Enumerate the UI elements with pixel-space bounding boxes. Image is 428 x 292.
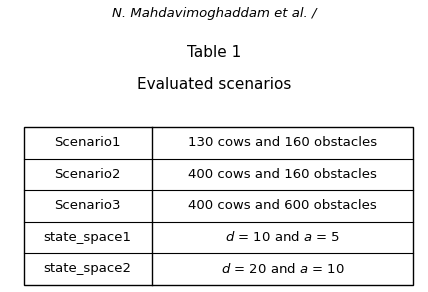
- Text: $d$ = 20 and $a$ = 10: $d$ = 20 and $a$ = 10: [220, 262, 345, 276]
- Text: Scenario3: Scenario3: [54, 199, 121, 212]
- Text: Scenario1: Scenario1: [54, 136, 121, 149]
- Text: 400 cows and 600 obstacles: 400 cows and 600 obstacles: [188, 199, 377, 212]
- Text: Evaluated scenarios: Evaluated scenarios: [137, 77, 291, 92]
- Text: state_space2: state_space2: [44, 263, 132, 275]
- Bar: [24, 127, 413, 285]
- Text: $d$ = 10 and $a$ = 5: $d$ = 10 and $a$ = 5: [225, 230, 340, 244]
- Text: Table 1: Table 1: [187, 45, 241, 60]
- Text: state_space1: state_space1: [44, 231, 132, 244]
- Text: 400 cows and 160 obstacles: 400 cows and 160 obstacles: [188, 168, 377, 181]
- Text: Scenario2: Scenario2: [54, 168, 121, 181]
- Text: N. Mahdavimoghaddam et al. /: N. Mahdavimoghaddam et al. /: [112, 7, 316, 20]
- Text: 130 cows and 160 obstacles: 130 cows and 160 obstacles: [188, 136, 377, 149]
